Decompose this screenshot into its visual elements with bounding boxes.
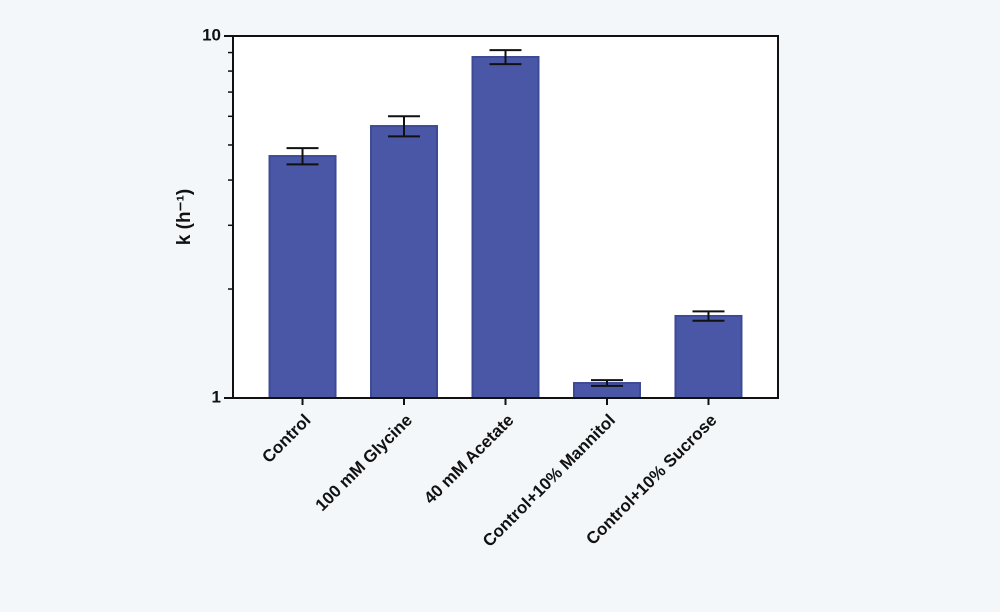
y-tick-label: 1	[212, 387, 221, 406]
y-tick-label: 10	[202, 25, 221, 44]
x-tick-label: 40 mM Acetate	[420, 411, 517, 508]
error-bar	[388, 115, 421, 138]
error-bar	[590, 379, 623, 387]
x-tick-label: 100 mM Glycine	[312, 411, 416, 515]
plot-frame	[232, 35, 779, 399]
error-bar	[286, 147, 319, 166]
y-axis-label: k (h⁻¹)	[174, 189, 195, 245]
bar	[268, 155, 337, 399]
x-tick-label: Control	[258, 411, 314, 467]
bar	[471, 55, 540, 400]
error-bar	[489, 49, 522, 66]
bar	[674, 314, 743, 399]
error-bar	[692, 310, 725, 322]
bar	[370, 125, 439, 400]
